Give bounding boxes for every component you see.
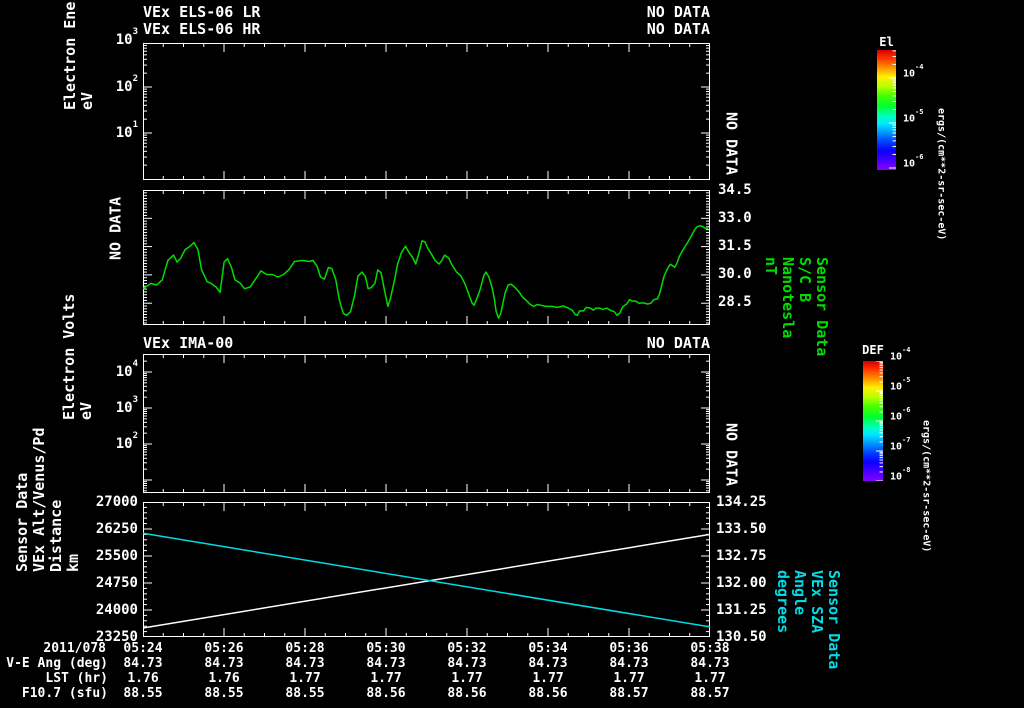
time-label: 05:36 <box>609 641 649 656</box>
table-cell: 1.77 <box>289 671 321 686</box>
table-cell: 88.56 <box>366 686 406 701</box>
mag-y-tick-label: 30.0 <box>718 266 752 282</box>
alt-y-tick-label: 26250 <box>95 521 138 537</box>
table-cell: 88.55 <box>204 686 244 701</box>
table-row-label: F10.7 (sfu) <box>21 686 108 701</box>
table-cell: 84.73 <box>447 656 487 671</box>
mag-y-tick-label: 34.5 <box>718 182 752 198</box>
table-cell: 1.77 <box>532 671 564 686</box>
table-cell: 1.77 <box>694 671 726 686</box>
table-row-label: V-E Ang (deg) <box>6 656 108 671</box>
time-label: 05:32 <box>447 641 487 656</box>
table-cell: 88.56 <box>447 686 487 701</box>
header-row-ima: VEx IMA-00 NO DATA <box>143 335 710 352</box>
table-cell: 88.55 <box>285 686 325 701</box>
ima-spectrogram-panel <box>143 354 710 493</box>
colorbar-tick-label: 10-6 <box>903 153 924 170</box>
ima-y-tick-label: 104 <box>115 359 138 380</box>
ima-title: VEx IMA-00 <box>143 334 234 352</box>
table-cell: 84.73 <box>285 656 325 671</box>
time-label: 05:28 <box>285 641 325 656</box>
table-cell: 1.77 <box>613 671 645 686</box>
header-row-els-hr: VEx ELS-06 HR NO DATA <box>143 21 710 38</box>
time-label: 05:26 <box>204 641 244 656</box>
time-label: 05:30 <box>366 641 406 656</box>
sza-y-tick-label: 134.25 <box>716 494 767 510</box>
colorbar-def-title: DEF <box>862 343 884 357</box>
ima-y-tick-label: 102 <box>115 431 138 452</box>
table-cell: 84.73 <box>528 656 568 671</box>
time-label: 05:34 <box>528 641 568 656</box>
ima-status: NO DATA <box>646 334 710 352</box>
sza-y-tick-label: 131.25 <box>716 602 767 618</box>
els-lr-title: VEx ELS-06 LR <box>143 3 261 21</box>
table-cell: 84.73 <box>690 656 730 671</box>
colorbar-tick-label: 10-5 <box>890 376 911 393</box>
table-cell: 1.77 <box>370 671 402 686</box>
table-row-label: LST (hr) <box>45 671 108 686</box>
alt-y-tick-label: 23250 <box>95 629 138 645</box>
colorbar-def <box>863 361 883 481</box>
alt-y-tick-label: 24000 <box>95 602 138 618</box>
sza-y-tick-label: 130.50 <box>716 629 767 645</box>
table-cell: 1.76 <box>127 671 159 686</box>
table-cell: 84.73 <box>204 656 244 671</box>
ima-y-tick-label: 103 <box>115 395 138 416</box>
table-cell: 1.76 <box>208 671 240 686</box>
els-y-tick-label: 101 <box>115 120 138 141</box>
sza-y-tick-label: 133.50 <box>716 521 767 537</box>
els-lr-status: NO DATA <box>646 3 710 21</box>
colorbar-tick-label: 10-4 <box>903 63 924 80</box>
table-cell: 84.73 <box>366 656 406 671</box>
time-label: 05:24 <box>123 641 163 656</box>
table-cell: 84.73 <box>123 656 163 671</box>
table-cell: 88.55 <box>123 686 163 701</box>
els-spectrogram-panel <box>143 43 710 180</box>
sza-y-tick-label: 132.00 <box>716 575 767 591</box>
colorbar-tick-label: 10-4 <box>890 346 911 363</box>
time-label: 05:38 <box>690 641 730 656</box>
colorbar-tick-label: 10-5 <box>903 108 924 125</box>
els-hr-status: NO DATA <box>646 20 710 38</box>
colorbar-el <box>877 50 896 170</box>
table-cell: 88.56 <box>528 686 568 701</box>
mag-y-tick-label: 28.5 <box>718 294 752 310</box>
mag-y-tick-label: 31.5 <box>718 238 752 254</box>
alt-y-tick-label: 25500 <box>95 548 138 564</box>
colorbar-el-title: El <box>879 35 894 49</box>
date-label: 2011/078 <box>43 641 106 656</box>
table-cell: 1.77 <box>451 671 483 686</box>
els-y-tick-label: 103 <box>115 27 138 48</box>
ephemeris-panel <box>143 502 710 637</box>
mag-field-panel <box>143 190 710 325</box>
table-cell: 84.73 <box>609 656 649 671</box>
header-row-els-lr: VEx ELS-06 LR NO DATA <box>143 4 710 21</box>
els-hr-title: VEx ELS-06 HR <box>143 20 261 38</box>
table-cell: 88.57 <box>609 686 649 701</box>
alt-y-tick-label: 24750 <box>95 575 138 591</box>
colorbar-tick-label: 10-7 <box>890 436 911 453</box>
alt-y-tick-label: 27000 <box>95 494 138 510</box>
table-cell: 88.57 <box>690 686 730 701</box>
els-y-tick-label: 102 <box>115 74 138 95</box>
sza-y-tick-label: 132.75 <box>716 548 767 564</box>
mag-y-tick-label: 33.0 <box>718 210 752 226</box>
colorbar-tick-label: 10-8 <box>890 466 911 483</box>
colorbar-tick-label: 10-6 <box>890 406 911 423</box>
